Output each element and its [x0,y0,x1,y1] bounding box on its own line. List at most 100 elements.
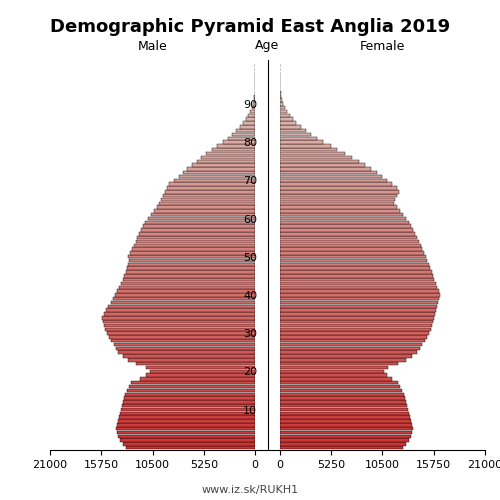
Bar [280,236,416,240]
Bar [212,148,255,152]
Bar [139,232,255,235]
Bar [280,304,437,308]
Bar [280,438,409,442]
Bar [280,144,330,148]
Bar [280,362,398,366]
Bar [280,308,436,312]
Bar [240,125,255,128]
Bar [280,106,284,110]
Bar [280,255,426,258]
Bar [192,164,255,167]
Bar [244,122,255,124]
Bar [120,412,255,415]
Bar [141,228,255,232]
Bar [118,434,255,438]
Bar [126,446,255,450]
Bar [280,194,397,198]
Bar [254,90,255,94]
Bar [280,244,420,247]
Bar [280,370,384,373]
Bar [280,297,439,300]
Bar [280,217,406,220]
Bar [124,274,255,278]
Bar [280,190,399,194]
Bar [143,224,255,228]
Bar [128,358,255,362]
Bar [104,324,255,327]
Bar [154,209,255,212]
Bar [108,304,255,308]
Bar [280,220,409,224]
Bar [253,102,255,106]
Bar [217,144,255,148]
Bar [280,278,434,281]
Bar [280,446,403,450]
Bar [280,94,281,98]
Bar [232,133,255,136]
Bar [280,133,311,136]
Bar [280,118,292,121]
Bar [150,213,255,216]
Bar [280,171,376,174]
Bar [148,217,255,220]
Bar [127,266,255,270]
Text: www.iz.sk/RUKH1: www.iz.sk/RUKH1 [202,485,298,495]
Bar [280,293,440,296]
Bar [106,308,255,312]
Bar [280,160,359,163]
Bar [126,270,255,274]
Bar [112,297,255,300]
Bar [280,343,422,346]
Bar [127,388,255,392]
Bar [196,160,255,163]
Bar [280,377,392,380]
Bar [129,259,255,262]
Bar [280,301,438,304]
Bar [280,156,352,159]
Bar [280,90,281,94]
Bar [280,404,407,407]
Bar [236,129,255,132]
Text: Demographic Pyramid East Anglia 2019: Demographic Pyramid East Anglia 2019 [50,18,450,36]
Bar [120,438,255,442]
Bar [128,255,255,258]
Bar [145,220,255,224]
Bar [108,335,255,338]
Bar [136,362,255,366]
Bar [252,106,255,110]
Bar [132,248,255,251]
Bar [124,278,255,281]
Bar [131,381,255,384]
Bar [280,320,433,324]
Bar [118,423,255,426]
Bar [122,408,255,411]
Bar [280,110,286,114]
Bar [202,156,255,159]
Bar [280,129,306,132]
Bar [280,282,436,285]
Bar [124,400,255,404]
Bar [168,186,255,190]
Bar [110,301,255,304]
Bar [280,251,424,254]
Bar [280,416,410,419]
Bar [228,136,255,140]
Bar [280,209,400,212]
Bar [120,286,255,289]
Bar [104,328,255,331]
Bar [248,114,255,117]
Bar [280,182,392,186]
Bar [104,312,255,316]
Bar [280,148,338,152]
Bar [280,335,428,338]
Bar [280,350,416,354]
Bar [280,286,437,289]
Bar [116,427,255,430]
Bar [280,175,382,178]
Bar [146,366,255,369]
Bar [280,392,404,396]
Bar [280,122,296,124]
Bar [280,240,418,243]
Bar [254,94,255,98]
Bar [280,152,345,156]
